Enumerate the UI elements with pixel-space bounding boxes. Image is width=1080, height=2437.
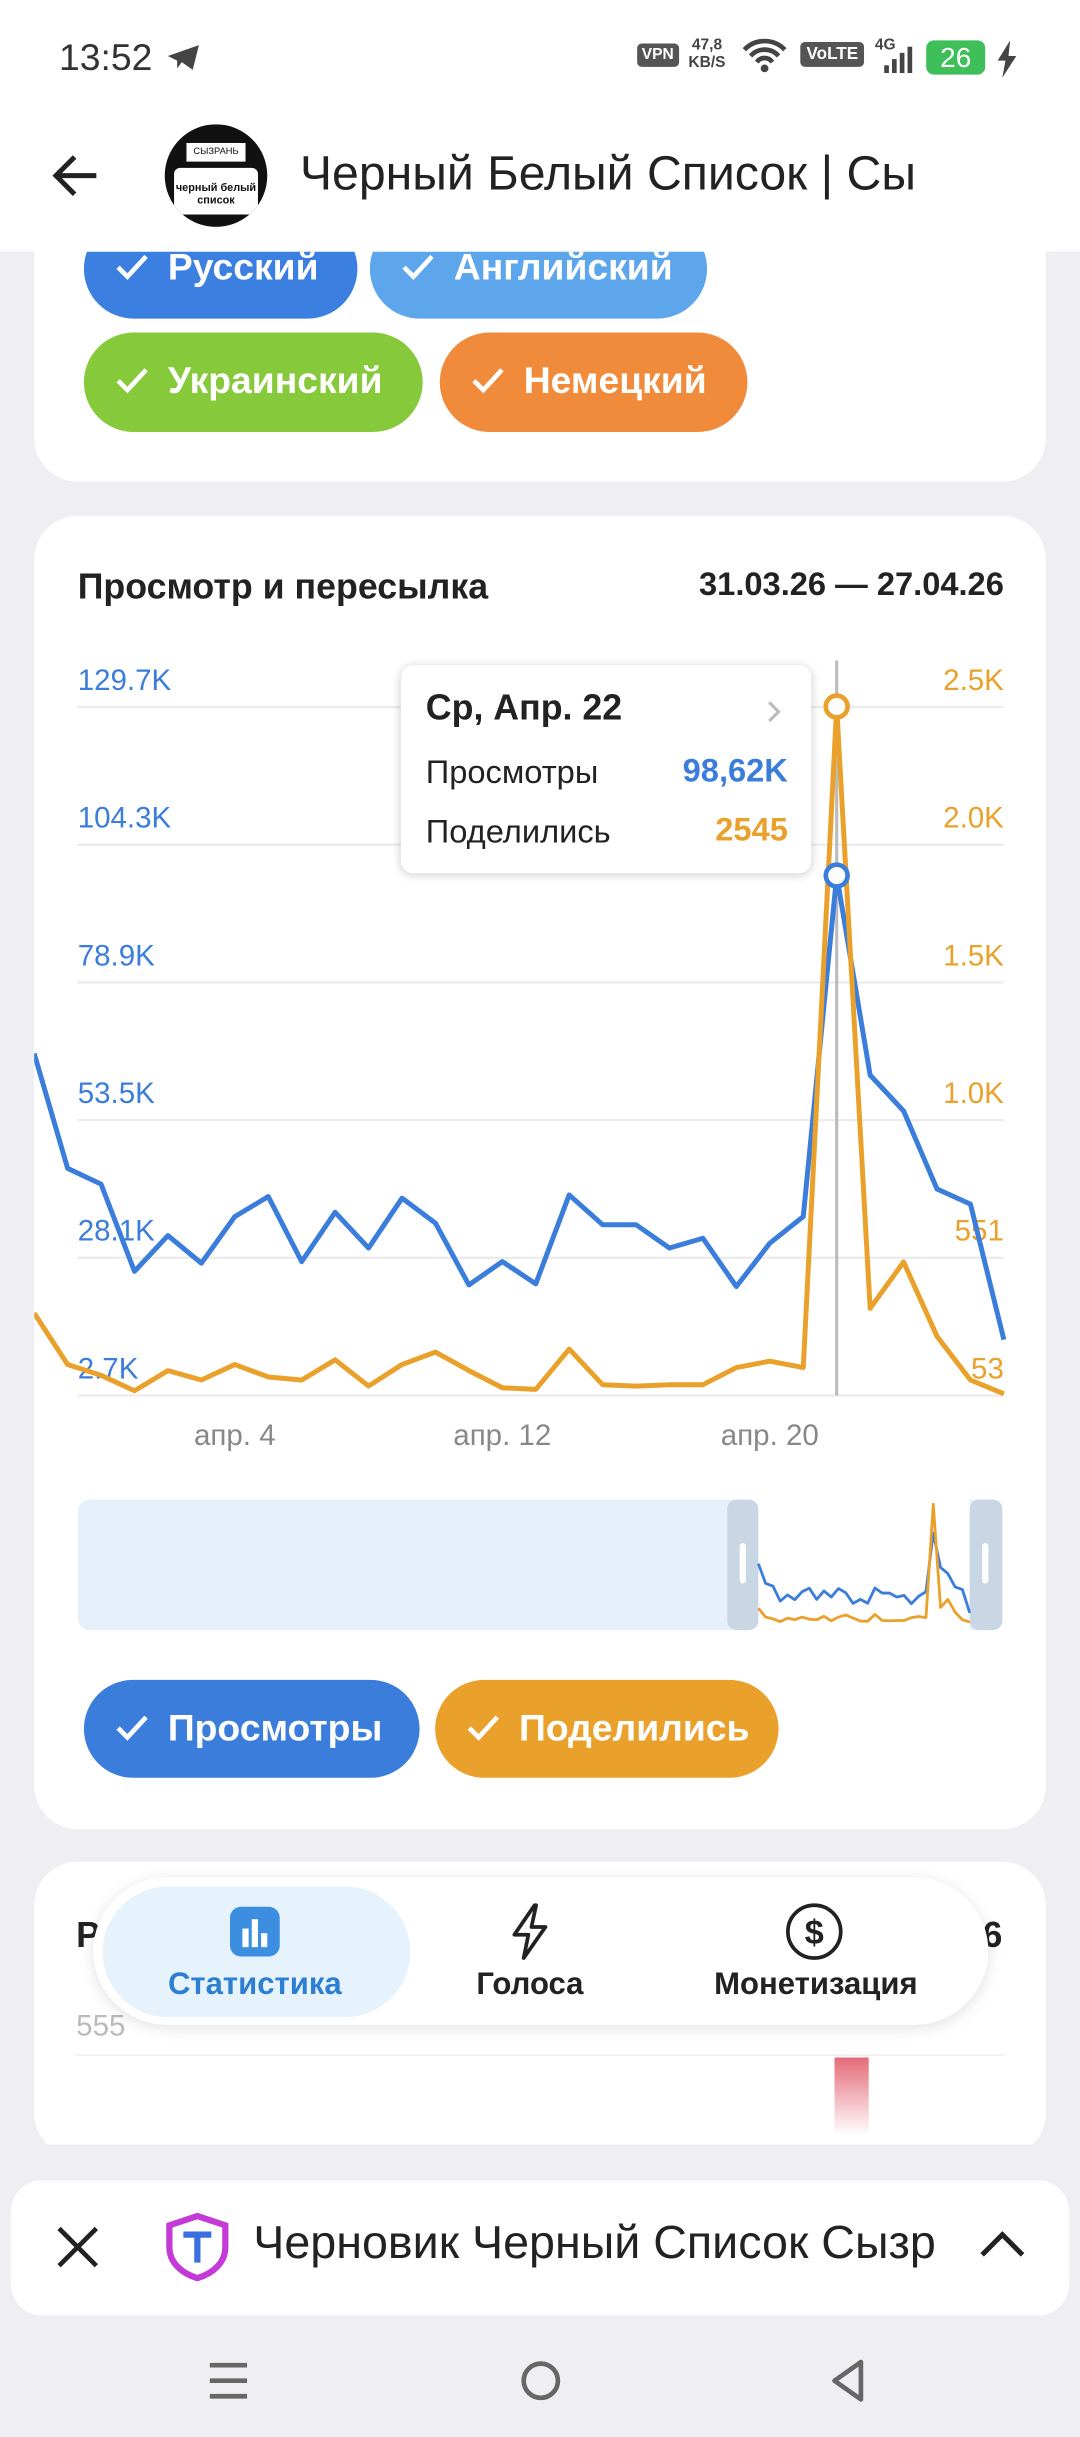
chart: 2.7K28.1K53.5K78.9K104.3K129.7K535511.0K… — [34, 660, 1007, 1631]
money-icon: $ — [786, 1903, 843, 1960]
app-header: 13:52 VPN 47,8 KB/S VoLTE 4G 26 СЫЗРАНЬ ч… — [0, 0, 1080, 252]
highlight-point — [823, 862, 850, 889]
x-tick-label: апр. 4 — [194, 1419, 276, 1452]
series-line — [34, 873, 1007, 1341]
y-tick-label: 53.5K — [78, 1077, 155, 1110]
y-tick-label: 129.7K — [78, 664, 172, 697]
y-tick-label: 104.3K — [78, 802, 172, 835]
chip[interactable]: Немецкий — [439, 332, 748, 433]
chip-label: Русский — [167, 247, 319, 290]
chip[interactable]: Украинский — [83, 332, 423, 433]
grid-line — [76, 2054, 1004, 2056]
clock: 13:52 — [59, 37, 153, 80]
chip-label: Украинский — [167, 360, 383, 403]
tooltip-label: Просмотры — [425, 755, 599, 791]
y2-tick-label: 1.5K — [943, 939, 1004, 972]
speed-unit: KB/S — [688, 54, 726, 72]
telegram-icon — [167, 45, 199, 70]
x-tick-label: апр. 20 — [721, 1419, 819, 1452]
speed-value: 47,8 — [691, 37, 723, 55]
signal-icon — [884, 46, 913, 74]
volte: VoLTE — [800, 41, 865, 67]
x-tick-label: апр. 12 — [453, 1419, 551, 1452]
tooltip-value: 2545 — [715, 812, 788, 849]
votes-icon — [512, 1903, 548, 1960]
nav-label[interactable]: Голоса — [476, 1967, 584, 2002]
stats-icon — [229, 1906, 280, 1957]
svg-text:$: $ — [805, 1914, 824, 1952]
y2-tick-label: 1.0K — [943, 1077, 1004, 1110]
navigator-grip — [982, 1543, 989, 1584]
date-range: 31.03.26 — 27.04.26 — [699, 567, 1004, 603]
expand-button[interactable] — [977, 2227, 1027, 2261]
avatar[interactable]: СЫЗРАНЬ черный белый список — [164, 124, 268, 227]
nav-label[interactable]: Монетизация — [714, 1967, 918, 2002]
chip-label: Английский — [453, 247, 673, 290]
legend-label: Поделились — [519, 1707, 750, 1750]
chart-title: Просмотр и пересылка — [77, 565, 489, 607]
battery: 26 — [926, 40, 986, 75]
app-logo — [166, 2212, 229, 2282]
chevron — [768, 701, 781, 723]
legend-chip[interactable]: Просмотры — [83, 1679, 420, 1778]
speed: 47,8 KB/S — [688, 37, 725, 71]
vpn: VPN — [637, 43, 679, 67]
system-nav — [209, 2359, 864, 2402]
series-line — [757, 1502, 971, 1624]
chip-label: Немецкий — [523, 360, 707, 403]
network: 4G — [874, 37, 896, 55]
tick-label: 555 — [76, 2010, 126, 2044]
legend-chip[interactable]: Поделились — [435, 1679, 779, 1778]
home-button[interactable] — [521, 2361, 561, 2401]
close-button[interactable] — [54, 2224, 101, 2271]
plot — [34, 704, 1007, 1397]
bar — [834, 2057, 869, 2136]
divider — [0, 2144, 1080, 2161]
y2-tick-label: 2.5K — [943, 664, 1004, 697]
y-tick-label: 78.9K — [78, 939, 155, 972]
avatar-label: СЫЗРАНЬ — [186, 142, 246, 162]
series-line — [34, 704, 1005, 1397]
y2-tick-label: 2.0K — [943, 802, 1004, 835]
bottom-nav: Статистика Голоса $ Монетизация — [93, 1877, 989, 2025]
tooltip-value: 98,62K — [682, 753, 788, 790]
tooltip-label: Поделились — [425, 814, 611, 851]
avatar-text: черный белый список — [174, 167, 258, 215]
wifi-icon — [742, 38, 787, 73]
nav-label[interactable]: Статистика — [167, 1967, 342, 2002]
legend-label: Просмотры — [167, 1707, 383, 1750]
charging-icon — [997, 40, 1017, 78]
channel-title: Черный Белый Список | Сы — [299, 146, 916, 201]
back-button[interactable] — [50, 149, 103, 202]
navigator-grip — [739, 1543, 746, 1584]
draft-bar: Черновик Черный Список Сызр — [10, 2180, 1070, 2316]
highlight-point — [823, 693, 850, 720]
menu-button[interactable] — [209, 2362, 248, 2399]
draft-text: Черновик Черный Список Сызр — [253, 2217, 936, 2269]
tooltip-title: Ср, Апр. 22 — [425, 686, 623, 728]
back-nav-button[interactable] — [832, 2359, 864, 2402]
tooltip[interactable]: Ср, Апр. 22 Просмотры 98,62K Поделились … — [400, 665, 812, 874]
